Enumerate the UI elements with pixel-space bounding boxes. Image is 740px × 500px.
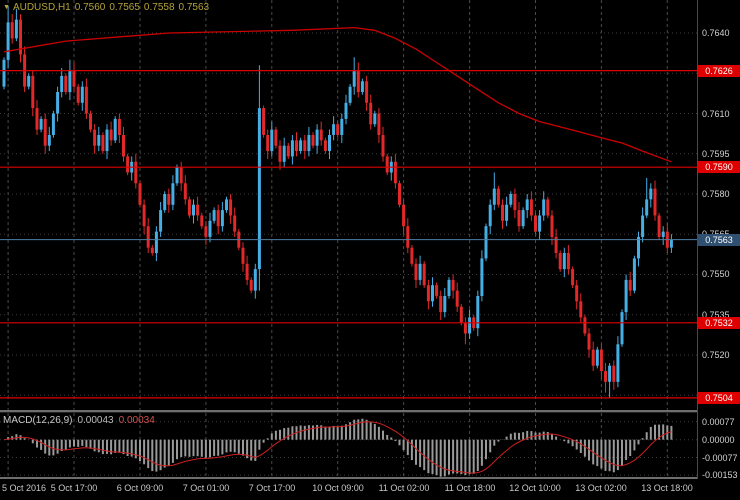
- time-axis-label: 10 Oct 09:00: [312, 483, 364, 493]
- time-axis-label: 13 Oct 02:00: [575, 483, 627, 493]
- time-axis-label: 11 Oct 18:00: [444, 483, 496, 493]
- macd-axis-label: 0.00077: [702, 417, 735, 427]
- price-axis-label: 0.7550: [702, 269, 730, 279]
- macd-axis-label: 0.00000: [702, 435, 735, 445]
- macd-axis-label: -0.00077: [702, 453, 738, 463]
- price-axis[interactable]: 0.76400.76100.75950.75800.75650.75500.75…: [697, 0, 740, 480]
- ohlc-high: 0.7565: [109, 2, 140, 13]
- ohlc-open: 0.7560: [74, 2, 106, 13]
- price-axis-label: 0.7640: [702, 28, 730, 38]
- candlestick-plot[interactable]: [0, 0, 697, 410]
- macd-plot[interactable]: [0, 413, 697, 477]
- hline-price-badge: 0.7532: [698, 317, 740, 329]
- time-axis-label: 5 Oct 17:00: [50, 483, 98, 493]
- symbol-marker-icon: ▼: [3, 4, 10, 11]
- chart-ohlc-header: ▼ AUDUSD,H1 0.7560 0.7565 0.7558 0.7563: [3, 2, 213, 13]
- time-axis-label: 7 Oct 01:00: [182, 483, 230, 493]
- current-price-badge: 0.7563: [698, 234, 740, 246]
- time-axis-label: 11 Oct 02:00: [378, 483, 430, 493]
- price-axis-label: 0.7535: [702, 310, 730, 320]
- ohlc-low: 0.7558: [143, 2, 175, 13]
- time-axis-label: 13 Oct 18:00: [641, 483, 693, 493]
- time-axis-label: 6 Oct 09:00: [116, 483, 164, 493]
- macd-signal-value: 0.00034: [118, 415, 155, 426]
- macd-title: MACD(12,26,9): [3, 415, 73, 426]
- price-axis-label: 0.7610: [702, 109, 730, 119]
- time-axis-label: 5 Oct 2016: [2, 483, 47, 493]
- macd-axis-label: -0.00153: [702, 470, 738, 480]
- hline-price-badge: 0.7504: [698, 392, 740, 404]
- macd-indicator-header: MACD(12,26,9) 0.00043 0.00034: [3, 415, 155, 426]
- panel-splitter[interactable]: [0, 410, 740, 413]
- symbol-title: AUDUSD,H1: [12, 2, 71, 13]
- time-axis-label: 12 Oct 10:00: [509, 483, 561, 493]
- macd-main-value: 0.00043: [77, 415, 114, 426]
- ohlc-close: 0.7563: [178, 2, 210, 13]
- hline-price-badge: 0.7626: [698, 65, 740, 77]
- time-axis[interactable]: 5 Oct 2016 5 Oct 17:00 6 Oct 09:00 7 Oct 01…: [0, 479, 740, 500]
- price-axis-label: 0.7580: [702, 189, 730, 199]
- price-axis-label: 0.7520: [702, 350, 730, 360]
- time-axis-label: 7 Oct 17:00: [248, 483, 296, 493]
- price-axis-label: 0.7595: [702, 149, 730, 159]
- hline-price-badge: 0.7590: [698, 161, 740, 173]
